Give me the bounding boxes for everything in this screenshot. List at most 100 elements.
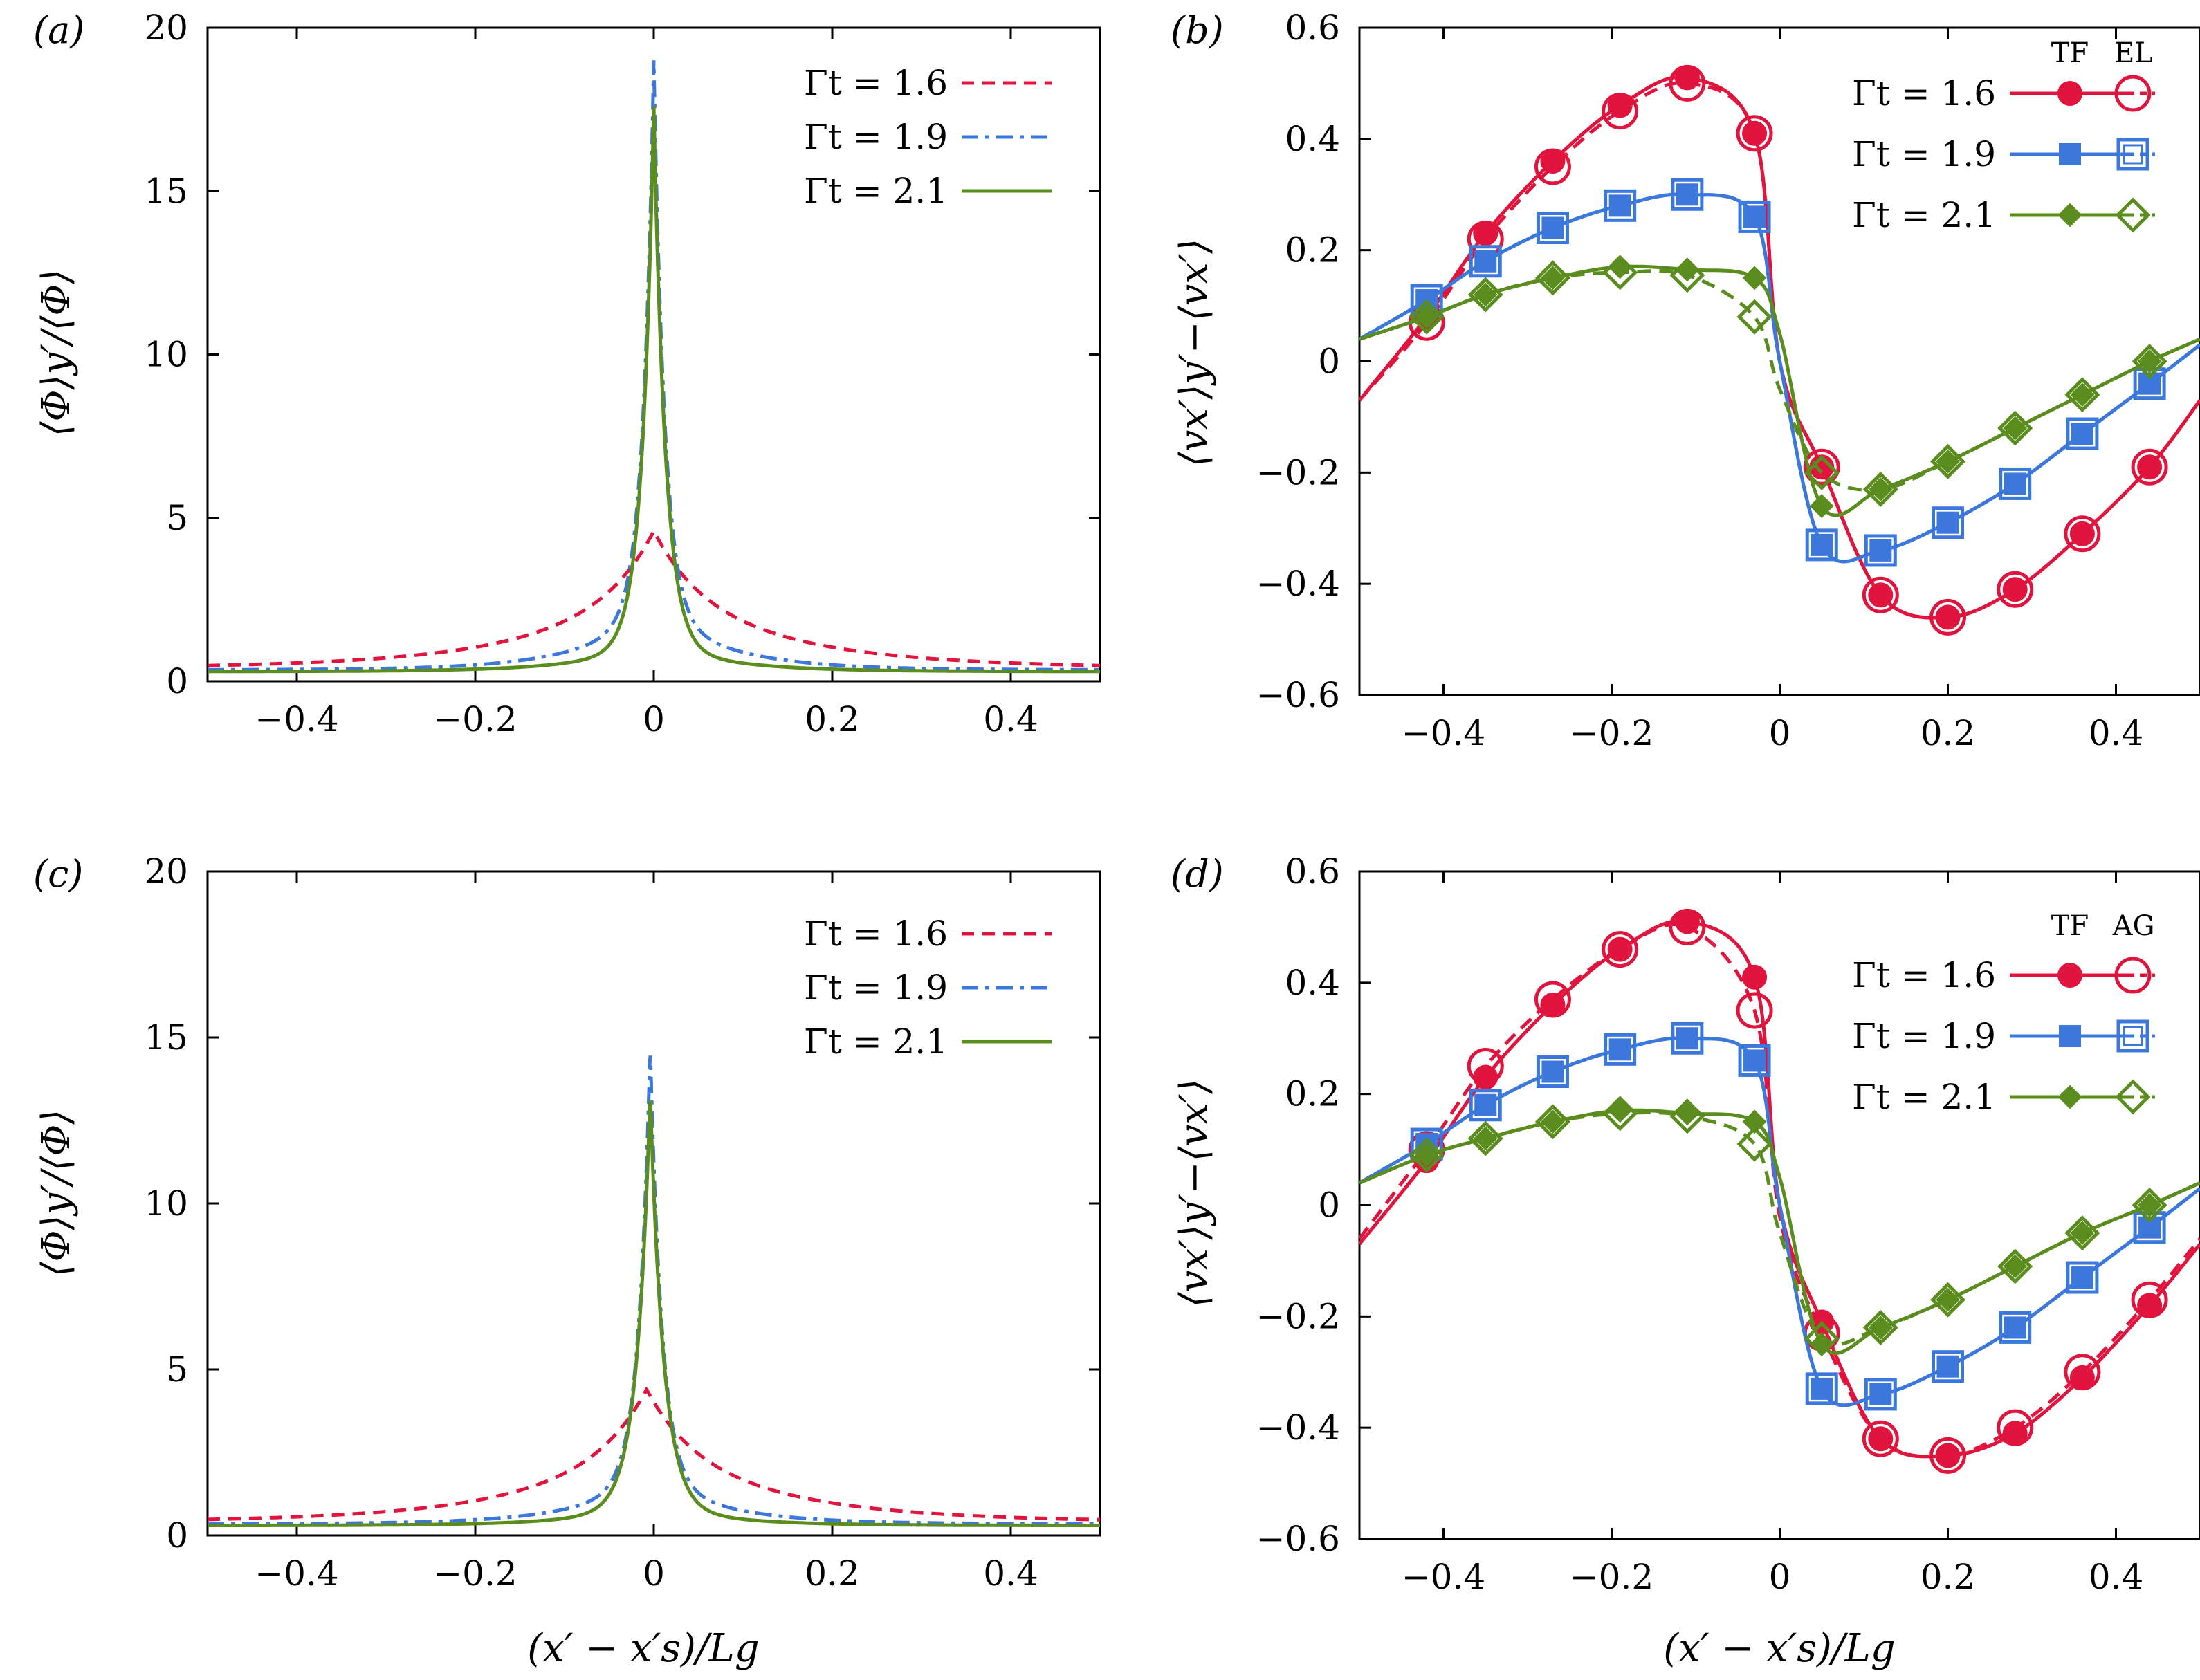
panel-b-marker-tf bbox=[2069, 521, 2095, 546]
panel-d-marker-tf bbox=[2004, 1316, 2026, 1339]
panel-b-legend-marker-other-inner bbox=[2123, 144, 2143, 165]
panel-d-legend-marker-tf bbox=[2057, 963, 2082, 988]
panel-b-legend-header-other: EL bbox=[2114, 37, 2153, 69]
panel-d-marker-other bbox=[1929, 1437, 1966, 1474]
panel-c-xtick-label: −0.2 bbox=[433, 1553, 517, 1594]
panel-b-marker-other bbox=[1862, 576, 1899, 613]
panel-b-marker-tf bbox=[1869, 539, 1892, 562]
panel-b-ylabel-group: ⟨vx′⟩y′−⟨vx′⟩ bbox=[1172, 239, 1217, 468]
panel-b-marker-tf bbox=[1474, 250, 1497, 273]
panel-d-marker-other bbox=[1805, 1372, 1838, 1405]
panel-d-marker-tf bbox=[1743, 1049, 1766, 1072]
panel-d-marker-other bbox=[1409, 1137, 1445, 1173]
panel-b-marker-other bbox=[1671, 178, 1704, 211]
panel-b-marker-tf bbox=[1809, 494, 1834, 518]
panel-b-marker-other bbox=[1997, 571, 2034, 608]
panel-c-ylabel-group: ⟨Φ⟩y′/⟨Φ⟩ bbox=[34, 1109, 79, 1277]
panel-b-legend-marker-tf bbox=[2057, 203, 2082, 228]
panel-d-marker-other bbox=[1999, 1311, 2032, 1344]
panel-c-plot-area bbox=[208, 1055, 1100, 1527]
panel-b-series-other-line bbox=[1359, 192, 2200, 564]
panel-b-marker-tf bbox=[1473, 221, 1498, 246]
panel-d-marker-tf bbox=[1473, 1064, 1498, 1090]
panel-b-marker-other bbox=[2064, 377, 2100, 413]
panel-d-marker-other bbox=[1536, 1055, 1569, 1088]
panel-d-marker-tf bbox=[2070, 1221, 2095, 1246]
panel-b-marker-tf bbox=[1936, 511, 1959, 534]
panel-d-marker-tf bbox=[1474, 1093, 1497, 1116]
panel-b-marker-other bbox=[1864, 534, 1897, 567]
panel-d-marker-tf bbox=[1608, 1098, 1633, 1123]
panel-d-marker-other bbox=[1997, 1248, 2033, 1284]
panel-b-legend-label: Γt = 1.6 bbox=[1852, 73, 1996, 113]
panel-d-marker-other bbox=[1862, 1420, 1899, 1457]
panel-d-legend-marker-tf bbox=[2057, 1084, 2082, 1109]
panel-b-marker-tf bbox=[1608, 194, 1631, 217]
panel-d-marker-tf bbox=[1868, 1316, 1893, 1340]
panel-b-ytick-label: 0.4 bbox=[1285, 119, 1340, 159]
panel-c-ytick-label: 0 bbox=[166, 1515, 188, 1556]
panel-d-legend-marker-other bbox=[2115, 1079, 2151, 1115]
panel-d-marker-other bbox=[1738, 1044, 1771, 1077]
panel-b-legend-marker-other bbox=[2116, 138, 2149, 171]
panel-d-marker-tf bbox=[1811, 1377, 1833, 1400]
panel-d-legend-label: Γt = 2.1 bbox=[1852, 1077, 1996, 1117]
panel-b-marker-tf bbox=[1811, 533, 1833, 556]
panel-c-ytick-label: 20 bbox=[144, 851, 188, 892]
panel-d-marker-tf bbox=[1869, 1383, 1892, 1405]
panel-d-ytick-label: 0.4 bbox=[1285, 963, 1340, 1003]
panel-b-legend-label: Γt = 2.1 bbox=[1852, 195, 1996, 235]
panel-b-ytick-label: −0.6 bbox=[1256, 675, 1340, 715]
panel-b-marker-other bbox=[1803, 448, 1840, 486]
panel-b-marker-tf bbox=[1675, 257, 1700, 282]
panel-b-marker-tf bbox=[2137, 454, 2163, 480]
panel-a-legend-label: Γt = 1.9 bbox=[804, 117, 948, 157]
panel-c-legend-label: Γt = 1.6 bbox=[804, 914, 948, 954]
panel-b-ylabel: ⟨vx′⟩y′−⟨vx′⟩ bbox=[1172, 239, 1217, 468]
panel-d-xlabel: (x′ − x′s)/Lg bbox=[1663, 1626, 1895, 1671]
panel-b-ytick-label: −0.4 bbox=[1256, 564, 1340, 604]
panel-b-marker-tf bbox=[1607, 93, 1633, 118]
panel-b-marker-other bbox=[1929, 443, 1966, 479]
panel-a-xtick-label: −0.2 bbox=[433, 699, 517, 739]
panel-b-marker-other bbox=[1999, 467, 2032, 500]
panel-a-series-line bbox=[208, 60, 1100, 672]
panel-d-marker-tf bbox=[2071, 1266, 2093, 1289]
panel-b-marker-tf bbox=[2002, 577, 2028, 602]
panel-d-series-other-line bbox=[1359, 1111, 2200, 1347]
panel-a-xtick-label: 0 bbox=[643, 699, 665, 739]
panel-a-label: (a) bbox=[33, 8, 84, 52]
panel-a-ylabel-group: ⟨Φ⟩y′/⟨Φ⟩ bbox=[34, 269, 79, 436]
panel-b-marker-tf bbox=[1674, 65, 1700, 91]
panel-d-marker-tf bbox=[1809, 1332, 1834, 1356]
panel-a: (a) ⟨Φ⟩y′/⟨Φ⟩ −0.4 −0.2 0 0.2 0.4 0 5 10 15 20 Γt … bbox=[33, 8, 1101, 739]
panel-d-marker-tf bbox=[1935, 1443, 1961, 1468]
panel-b-marker-tf bbox=[2137, 349, 2162, 373]
panel-d-marker-tf bbox=[1936, 1355, 1959, 1378]
panel-b-xtick-label: 0.4 bbox=[2089, 713, 2144, 753]
panel-c-series-line bbox=[208, 1386, 1100, 1522]
panel-c-legend-label: Γt = 1.9 bbox=[804, 968, 948, 1008]
panel-c-series-line bbox=[208, 1055, 1100, 1526]
panel-b-series-tf-line bbox=[1359, 192, 2200, 564]
panel-d-marker-tf bbox=[1414, 1143, 1439, 1167]
panel-a-xtick-label: 0.2 bbox=[805, 699, 860, 739]
panel-d-marker-tf bbox=[1674, 909, 1700, 934]
panel-c-xtick-label: 0 bbox=[643, 1553, 665, 1594]
panel-d-marker-other bbox=[1604, 1033, 1637, 1066]
panel-d-legend-marker-other-inner bbox=[2123, 1026, 2143, 1046]
panel-b-ytick-label: 0.6 bbox=[1285, 8, 1340, 48]
panel-d-ytick-label: 0.6 bbox=[1285, 851, 1340, 892]
panel-b-label: (b) bbox=[1171, 8, 1224, 52]
panel-d-marker-tf bbox=[2003, 1254, 2028, 1279]
panel-b-legend-marker-tf bbox=[2059, 143, 2081, 165]
panel-d-marker-tf bbox=[1868, 1426, 1894, 1452]
panel-b-marker-other bbox=[1469, 245, 1502, 278]
panel-a-legend-label: Γt = 1.6 bbox=[804, 63, 948, 103]
panel-a-ytick-label: 15 bbox=[144, 171, 188, 211]
panel-b-legend-marker-other bbox=[2114, 75, 2152, 112]
panel-b-marker-other bbox=[2064, 515, 2101, 553]
panel-d-series-other-line bbox=[1359, 1036, 2200, 1407]
panel-d-marker-tf bbox=[1936, 1287, 1960, 1312]
panel-b-marker-tf bbox=[2004, 472, 2026, 495]
